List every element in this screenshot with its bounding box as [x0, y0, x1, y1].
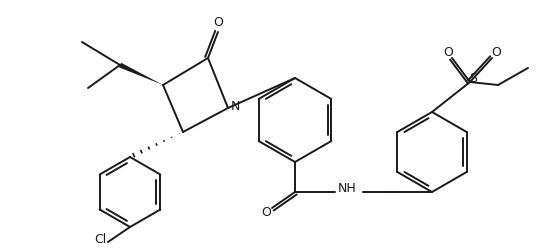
Text: O: O	[491, 45, 501, 59]
Text: N: N	[230, 99, 240, 113]
Text: O: O	[261, 206, 271, 218]
Text: O: O	[213, 15, 223, 29]
Polygon shape	[119, 63, 163, 85]
Text: NH: NH	[338, 182, 357, 194]
Text: S: S	[469, 71, 477, 85]
Text: Cl: Cl	[94, 233, 106, 246]
Text: O: O	[443, 45, 453, 59]
